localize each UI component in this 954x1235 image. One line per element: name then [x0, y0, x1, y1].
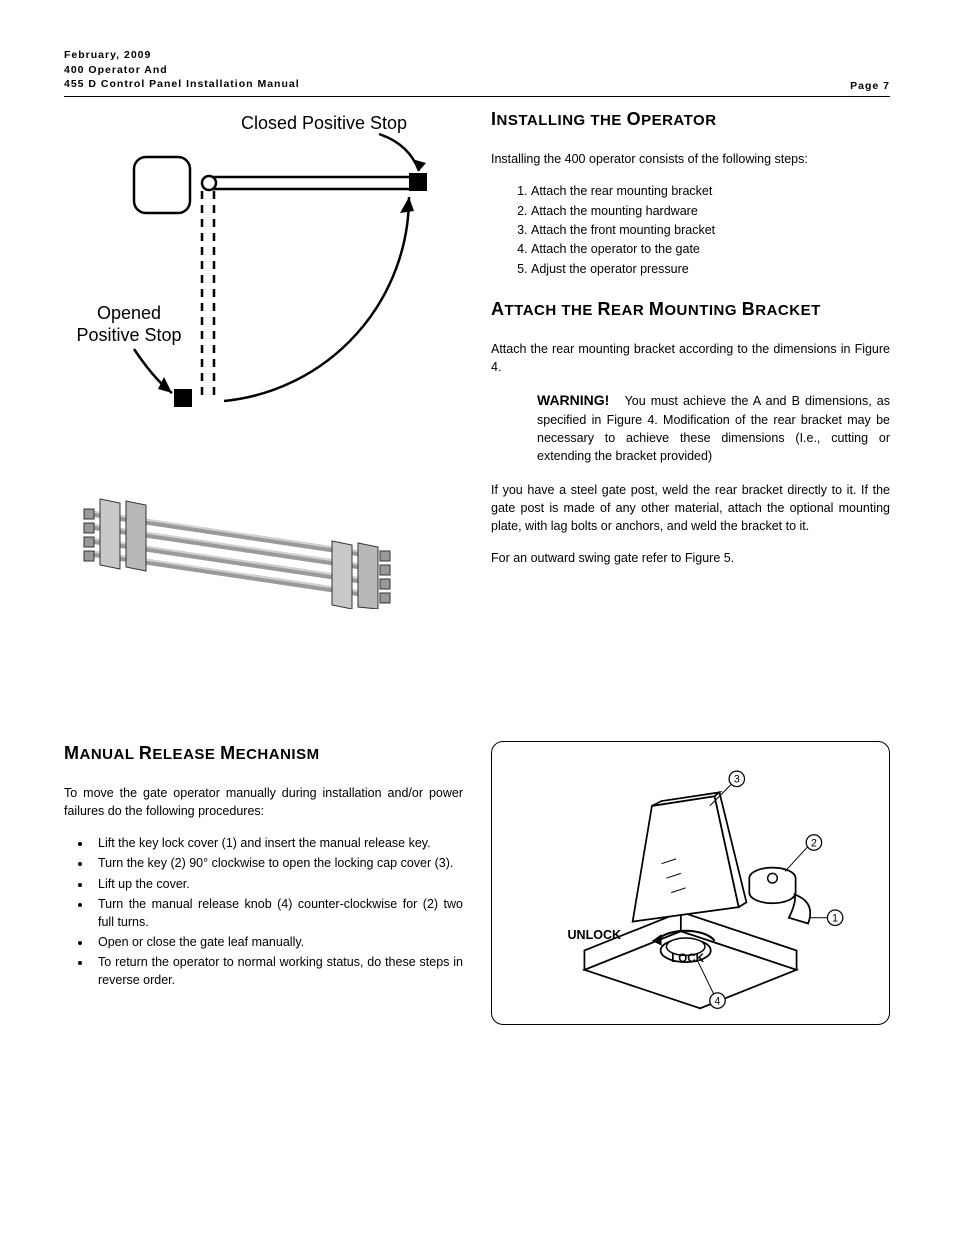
release-svg: UNLOCK LOCK 3 2 1 4: [498, 748, 883, 1018]
rear-bracket-p3: For an outward swing gate refer to Figur…: [491, 549, 890, 567]
installing-steps: Attach the rear mounting bracket Attach …: [511, 182, 890, 279]
rear-bracket-heading: ATTACH THE REAR MOUNTING BRACKET: [491, 299, 890, 320]
rear-bracket-p1: Attach the rear mounting bracket accordi…: [491, 340, 890, 376]
installing-intro: Installing the 400 operator consists of …: [491, 150, 890, 168]
header-page-number: Page 7: [850, 80, 890, 92]
list-item: Attach the front mounting bracket: [531, 221, 890, 240]
list-item: Turn the key (2) 90° clockwise to open t…: [92, 854, 463, 872]
figure-release-mechanism: UNLOCK LOCK 3 2 1 4: [491, 741, 890, 1025]
list-item: Lift up the cover.: [92, 875, 463, 893]
list-item: Turn the manual release knob (4) counter…: [92, 895, 463, 931]
list-item: Attach the mounting hardware: [531, 202, 890, 221]
list-item: Attach the operator to the gate: [531, 240, 890, 259]
figure-bracket-hardware: [64, 459, 463, 609]
header-title-line2: 455 D Control Panel Installation Manual: [64, 77, 300, 92]
figure-positive-stop: Closed Positive Stop Opened: [64, 109, 463, 429]
page-header: February, 2009 400 Operator And 455 D Co…: [64, 48, 890, 97]
list-item: Attach the rear mounting bracket: [531, 182, 890, 201]
list-item: To return the operator to normal working…: [92, 953, 463, 989]
marker-2: 2: [811, 838, 817, 850]
marker-1: 1: [832, 913, 838, 925]
opened-label-l1: Opened: [97, 303, 161, 323]
closed-label: Closed Positive Stop: [241, 113, 407, 133]
manual-release-heading: MANUAL RELEASE MECHANISM: [64, 743, 463, 764]
manual-release-intro: To move the gate operator manually durin…: [64, 784, 463, 820]
warning-block: WARNING! You must achieve the A and B di…: [537, 390, 890, 465]
positive-stop-svg: Closed Positive Stop Opened: [64, 109, 444, 429]
right-column: INSTALLING THE OPERATOR Installing the 4…: [491, 109, 890, 1049]
installing-heading: INSTALLING THE OPERATOR: [491, 109, 890, 130]
left-column: Closed Positive Stop Opened: [64, 109, 463, 1049]
unlock-label: UNLOCK: [568, 928, 622, 942]
header-title-line1: 400 Operator And: [64, 63, 300, 78]
manual-release-list: Lift the key lock cover (1) and insert t…: [64, 834, 463, 989]
lock-label: LOCK: [671, 954, 704, 966]
list-item: Lift the key lock cover (1) and insert t…: [92, 834, 463, 852]
warning-label: WARNING!: [537, 392, 609, 408]
list-item: Open or close the gate leaf manually.: [92, 933, 463, 951]
content-columns: Closed Positive Stop Opened: [64, 109, 890, 1049]
list-item: Adjust the operator pressure: [531, 260, 890, 279]
marker-4: 4: [715, 996, 721, 1008]
bracket-svg: [64, 459, 444, 609]
marker-3: 3: [734, 774, 740, 786]
header-date: February, 2009: [64, 48, 300, 63]
opened-label-l2: Positive Stop: [76, 325, 181, 345]
rear-bracket-p2: If you have a steel gate post, weld the …: [491, 481, 890, 535]
header-left: February, 2009 400 Operator And 455 D Co…: [64, 48, 300, 92]
